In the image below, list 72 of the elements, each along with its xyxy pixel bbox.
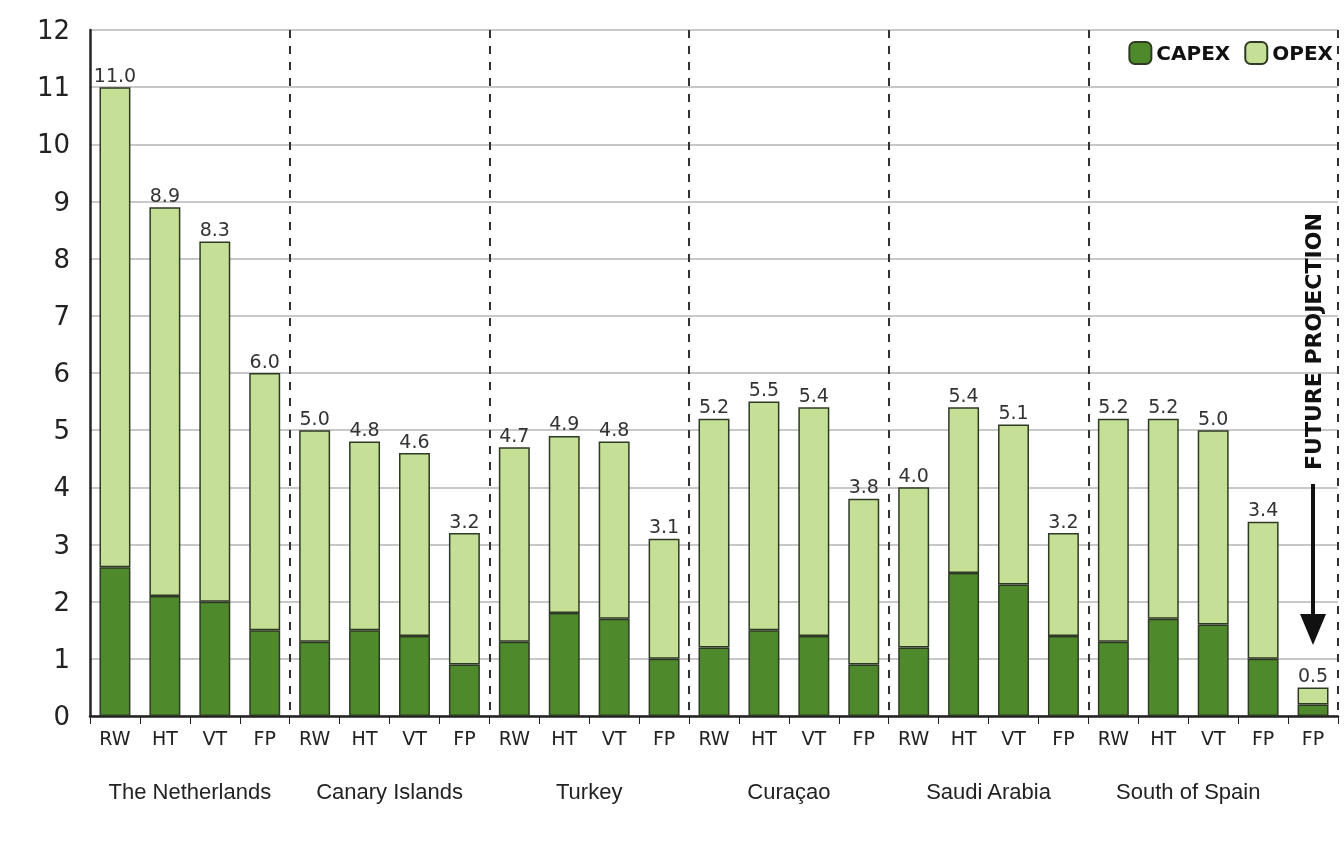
total-label: 5.2: [1098, 395, 1129, 418]
y-tick-label: 12: [36, 15, 70, 45]
total-label: 4.9: [549, 412, 580, 435]
total-label: 5.0: [299, 406, 330, 429]
x-tick-label: VT: [402, 726, 428, 749]
total-label: 4.6: [399, 429, 430, 452]
total-label: 3.2: [449, 509, 480, 532]
x-tick-label: HT: [1150, 726, 1177, 749]
y-tick-label: 5: [53, 415, 70, 446]
total-label: 5.1: [998, 400, 1029, 423]
y-tick-label: 1: [53, 643, 70, 674]
total-label: 5.0: [1198, 406, 1229, 429]
x-tick-label: FP: [652, 726, 676, 749]
total-label: 4.8: [349, 418, 380, 441]
text: Canary Islands: [316, 778, 463, 804]
y-tick-label: 0: [53, 701, 70, 731]
y-tick-label: 6: [53, 358, 70, 388]
total-label: 8.3: [199, 218, 230, 241]
y-tick-label: 11: [36, 72, 70, 103]
total-label: 5.5: [748, 378, 780, 401]
total-label: 0.5: [1297, 663, 1329, 686]
y-tick-label: 8: [53, 243, 70, 274]
y-tick-label: 9: [53, 186, 70, 217]
text: South of Spain: [1116, 778, 1261, 804]
total-label: 4.8: [599, 418, 630, 441]
total-label: 11.0: [93, 63, 137, 86]
x-tick-label: RW: [898, 726, 930, 749]
x-tick-label: RW: [299, 726, 331, 749]
x-tick-label: FP: [1052, 726, 1075, 749]
total-label: 4.7: [499, 423, 530, 446]
x-tick-label: VT: [1200, 726, 1226, 749]
x-tick-label: VT: [801, 726, 827, 749]
total-label: 5.4: [948, 383, 979, 406]
x-tick-label: FP: [1251, 726, 1275, 749]
y-tick-label: 10: [36, 129, 70, 160]
x-tick-label: VT: [601, 726, 627, 749]
total-label: 5.4: [798, 383, 829, 406]
x-tick-label: RW: [698, 726, 730, 749]
total-label: 4.0: [898, 463, 929, 486]
x-tick-label: FP: [852, 726, 875, 749]
annotation: FUTURE PROJECTION: [1300, 213, 1326, 470]
x-tick-label: HT: [351, 726, 378, 749]
legend-label: CAPEX: [1156, 41, 1231, 65]
total-label: 5.2: [698, 395, 730, 418]
text: Turkey: [555, 778, 623, 804]
y-tick-label: 7: [53, 300, 70, 331]
x-tick-label: RW: [1097, 726, 1130, 749]
text: Saudi Arabia: [926, 778, 1052, 804]
total-label: 3.2: [1048, 509, 1079, 532]
text: The Netherlands: [108, 778, 272, 804]
y-tick-label: 3: [53, 529, 70, 560]
total-label: 3.8: [848, 475, 879, 498]
x-tick-label: RW: [99, 726, 131, 749]
x-tick-label: RW: [498, 726, 531, 749]
x-tick-label: HT: [551, 726, 578, 749]
total-label: 3.4: [1248, 498, 1279, 521]
total-label: 8.9: [149, 183, 180, 206]
x-tick-label: HT: [151, 726, 179, 749]
legend-label: OPEX: [1272, 41, 1334, 65]
y-tick-label: 4: [53, 472, 70, 503]
x-tick-label: VT: [1001, 726, 1027, 749]
x-tick-label: VT: [202, 726, 228, 749]
text: Curaçao: [747, 778, 831, 804]
x-tick-label: FP: [453, 726, 476, 749]
x-tick-label: FP: [253, 726, 276, 749]
x-tick-label: HT: [750, 726, 778, 749]
x-tick-label: FP: [1301, 726, 1325, 749]
total-label: 6.0: [249, 349, 280, 372]
y-tick-label: 2: [53, 586, 70, 617]
total-label: 5.2: [1148, 395, 1179, 418]
total-label: 3.1: [648, 515, 680, 538]
x-tick-label: HT: [950, 726, 977, 749]
